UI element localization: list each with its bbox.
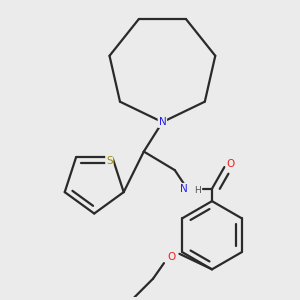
Text: H: H — [194, 186, 201, 195]
Text: O: O — [226, 159, 235, 169]
Text: O: O — [168, 252, 176, 262]
Text: S: S — [106, 156, 112, 166]
Text: N: N — [180, 184, 188, 194]
Text: N: N — [158, 117, 166, 127]
